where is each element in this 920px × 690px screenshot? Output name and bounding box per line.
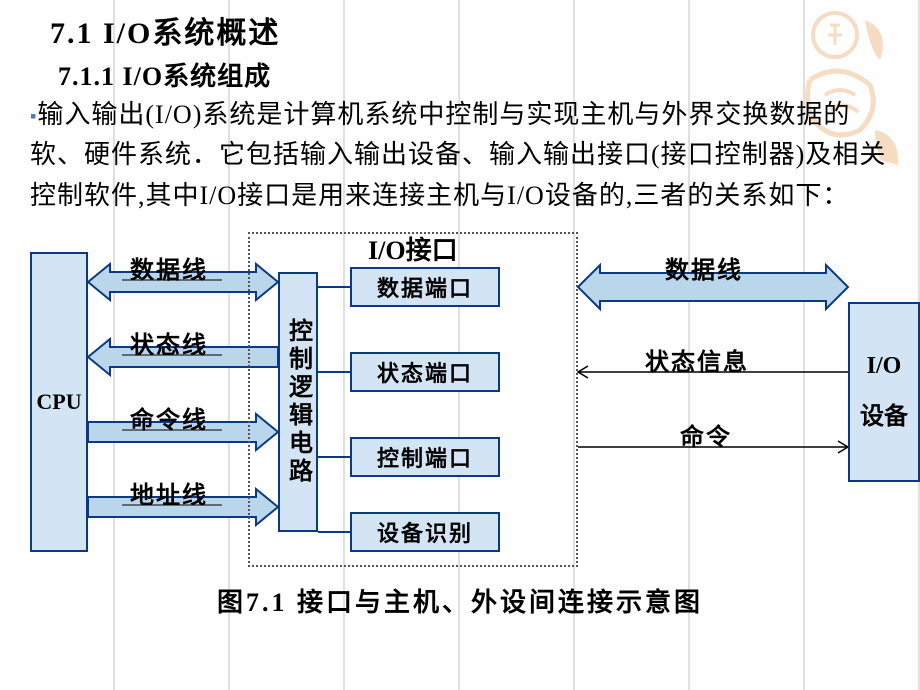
signal-label: 数据线 xyxy=(665,250,743,285)
bus-label: 地址线 xyxy=(130,475,208,510)
signal-label: 命令 xyxy=(680,417,732,452)
intro-text: 输入输出(I/O)系统是计算机系统中控制与实现主机与外界交换数据的软、硬件系统．… xyxy=(30,100,886,210)
bus-label: 状态线 xyxy=(130,325,208,360)
io-interface-label: I/O接口 xyxy=(368,230,458,267)
control-logic-label: 控制逻辑电路 xyxy=(281,318,316,486)
bus-label: 命令线 xyxy=(130,400,208,435)
bus-label: 数据线 xyxy=(130,250,208,285)
control-logic-block: 控制逻辑电路 xyxy=(278,272,318,532)
port-box: 设备识别 xyxy=(350,512,500,552)
subsection-heading: 7.1.1 I/O系统组成 xyxy=(58,56,890,93)
port-box: 控制端口 xyxy=(350,437,500,477)
io-device-label-1: I/O xyxy=(867,353,902,380)
io-device-block: I/O 设备 xyxy=(848,302,920,482)
io-device-label-2: 设备 xyxy=(860,396,908,431)
intro-paragraph: ▪输入输出(I/O)系统是计算机系统中控制与实现主机与外界交换数据的软、硬件系统… xyxy=(30,95,890,216)
signal-label: 状态信息 xyxy=(645,342,749,377)
section-heading: 7.1 I/O系统概述 xyxy=(50,8,890,52)
port-box: 数据端口 xyxy=(350,267,500,307)
port-box: 状态端口 xyxy=(350,352,500,392)
figure-caption: 图7.1 接口与主机、外设间连接示意图 xyxy=(30,582,890,619)
cpu-block: CPU xyxy=(30,252,88,552)
io-diagram: I/O接口 CPU 控制逻辑电路 I/O 设备 数据端口状态端口控制端口设备识别 数据线状态… xyxy=(30,222,920,582)
